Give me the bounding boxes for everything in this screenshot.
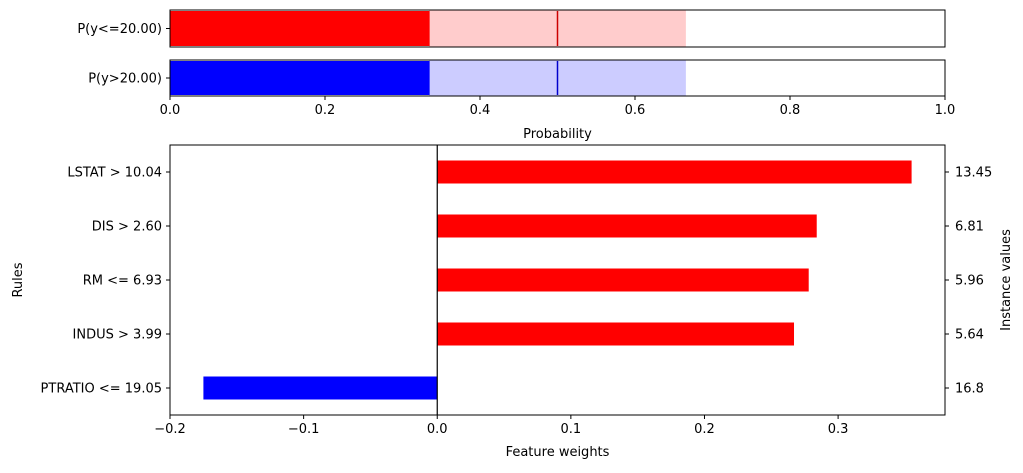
x-tick-label: 0.1 <box>561 422 582 437</box>
x-tick-label: 0.0 <box>427 422 448 437</box>
x-tick-label: 1.0 <box>935 103 956 118</box>
rule-label: RM <= 6.93 <box>83 274 162 289</box>
x-tick-label: 0.4 <box>470 103 491 118</box>
x-tick-label: 0.2 <box>694 422 715 437</box>
x-axis-label: Probability <box>523 127 592 142</box>
rule-label: INDUS > 3.99 <box>73 328 162 343</box>
probability-bar <box>170 61 430 95</box>
x-tick-label: −0.1 <box>288 422 320 437</box>
x-tick-label: 0.8 <box>780 103 801 118</box>
y2-axis-label: Instance values <box>999 229 1014 331</box>
weights-panel-frame <box>169 144 946 416</box>
x-tick-label: 0.6 <box>625 103 646 118</box>
category-label: P(y<=20.00) <box>77 22 162 37</box>
x-tick-label: −0.2 <box>154 422 186 437</box>
instance-value-label: 16.8 <box>955 382 984 397</box>
probability-bar <box>170 11 430 46</box>
x-tick-label: 0.0 <box>160 103 181 118</box>
feature-weight-bar <box>437 160 912 184</box>
rule-label: DIS > 2.60 <box>92 220 162 235</box>
rule-label: PTRATIO <= 19.05 <box>41 382 162 397</box>
instance-value-label: 13.45 <box>955 166 992 181</box>
x-axis-label: Feature weights <box>506 445 610 460</box>
feature-weight-bar <box>437 268 809 292</box>
category-label: P(y>20.00) <box>88 72 162 87</box>
feature-weight-bar <box>437 322 795 346</box>
x-tick-label: 0.3 <box>828 422 849 437</box>
rule-label: LSTAT > 10.04 <box>67 166 162 181</box>
instance-value-label: 5.96 <box>955 274 984 289</box>
feature-weight-bar <box>203 376 438 400</box>
y-axis-label: Rules <box>11 262 26 297</box>
instance-value-label: 5.64 <box>955 328 984 343</box>
x-tick-label: 0.2 <box>315 103 336 118</box>
instance-value-label: 6.81 <box>955 220 984 235</box>
feature-weight-bar <box>437 214 817 238</box>
